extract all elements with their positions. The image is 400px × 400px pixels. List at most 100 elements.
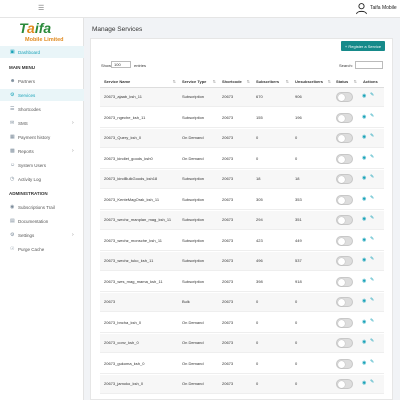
sidebar-item-partners[interactable]: ☻ Partners (10, 77, 36, 84)
status-toggle[interactable] (336, 317, 353, 328)
cell-service-name: 20673_ngeche_ksh_11 (104, 114, 146, 120)
sidebar-item-sms[interactable]: ✉ SMS › (10, 119, 74, 126)
menu-toggle-icon[interactable]: ☰ (38, 5, 45, 12)
toggle-knob (338, 114, 345, 122)
entries-select[interactable]: 100 (111, 61, 131, 68)
status-toggle[interactable] (336, 153, 353, 164)
sidebar-item-payment-history[interactable]: ▦ Payment history (10, 133, 51, 140)
status-toggle[interactable] (336, 133, 353, 143)
trash-icon: ☉ (10, 245, 15, 252)
status-toggle[interactable] (336, 256, 353, 266)
sidebar-item-shortcodes[interactable]: ☰ Shortcodes (10, 105, 41, 112)
edit-icon[interactable]: ✎ (370, 194, 375, 201)
edit-icon[interactable]: ✎ (370, 153, 375, 160)
column-header-shortcode[interactable]: Shortcode ⇅ (218, 76, 252, 88)
cell-service-type: On Demand (182, 360, 204, 366)
cell-unsubscribers: 18 (295, 176, 300, 181)
column-header-status[interactable]: Status ⇅ (333, 76, 359, 88)
table-row: 20673_bncha_ksh_0 On Demand 20673 0 0 ◉ ✎ (100, 314, 384, 333)
edit-icon[interactable]: ✎ (370, 297, 375, 303)
status-toggle[interactable] (336, 194, 353, 205)
edit-icon[interactable]: ✎ (370, 379, 375, 385)
column-header-unsubscribers[interactable]: Unsubscribers ⇅ (291, 76, 333, 88)
toggle-knob (338, 237, 345, 245)
edit-icon[interactable]: ✎ (370, 174, 375, 180)
view-icon[interactable]: ◉ (362, 257, 367, 263)
cell-service-type: On Demand (182, 155, 204, 161)
entries-label: entries (134, 63, 147, 68)
cell-service-name: 20673_wes_mag_mama_ksh_11 (104, 278, 163, 284)
view-icon[interactable]: ◉ (362, 175, 367, 181)
cell-unsubscribers: 0 (295, 135, 298, 140)
status-toggle[interactable] (336, 174, 353, 184)
cell-service-name: 20673_KenteMagOrak_ksh_11 (104, 196, 160, 202)
edit-icon[interactable]: ✎ (370, 235, 375, 242)
cell-shortcode: 20673 (222, 94, 234, 99)
view-icon[interactable]: ◉ (362, 216, 367, 222)
status-toggle[interactable] (336, 338, 353, 348)
sidebar-item-activity-log[interactable]: ◷ Activity Log (10, 175, 42, 182)
sidebar-item-reports[interactable]: ▩ Reports › (10, 147, 74, 154)
edit-icon[interactable]: ✎ (370, 358, 375, 365)
toggle-knob (338, 278, 345, 286)
sort-icon: ⇅ (285, 79, 289, 84)
edit-icon[interactable]: ✎ (370, 112, 375, 119)
view-icon[interactable]: ◉ (362, 154, 367, 161)
view-icon[interactable]: ◉ (362, 93, 367, 99)
view-icon[interactable]: ◉ (362, 277, 367, 284)
section-main-menu: MAIN MENU (9, 65, 35, 70)
view-icon[interactable]: ◉ (362, 359, 367, 366)
sidebar-item-services[interactable]: ⚙ Services (0, 89, 84, 101)
view-icon[interactable]: ◉ (362, 380, 367, 386)
view-icon[interactable]: ◉ (362, 298, 367, 304)
status-toggle[interactable] (336, 276, 353, 287)
status-toggle[interactable] (336, 358, 353, 369)
register-service-button[interactable]: + Register a Service (341, 41, 385, 51)
brand-logo[interactable]: Taifa Mobile Limited (8, 20, 82, 46)
edit-icon[interactable]: ✎ (370, 276, 375, 283)
cell-service-type: On Demand (182, 381, 204, 386)
sidebar-item-subscriptions-trail[interactable]: ◉ Subscriptions Trail (10, 203, 55, 210)
page-title: Manage Services (92, 26, 143, 33)
user-avatar-icon[interactable] (355, 2, 368, 15)
cell-shortcode: 20673 (222, 176, 234, 181)
sidebar-item-dashboard[interactable]: ▣ Dashboard (0, 46, 84, 58)
cell-subscribers: 0 (256, 299, 259, 304)
edit-icon[interactable]: ✎ (370, 133, 375, 139)
sidebar-item-purge-cache[interactable]: ☉ Purge Cache (10, 245, 45, 252)
view-icon[interactable]: ◉ (362, 318, 367, 325)
view-icon[interactable]: ◉ (362, 236, 367, 243)
sidebar-item-documentation[interactable]: ▤ Documentation (10, 217, 49, 224)
column-header-service-name[interactable]: Service Name ⇅ (100, 76, 178, 88)
cell-subscribers: 423 (256, 237, 263, 243)
status-toggle[interactable] (336, 297, 353, 307)
status-toggle[interactable] (336, 92, 353, 102)
cell-service-name: 20673_ajaab_ksh_11 (104, 94, 142, 99)
search-input[interactable] (355, 61, 383, 69)
view-icon[interactable]: ◉ (362, 113, 367, 120)
status-toggle[interactable] (336, 235, 353, 246)
edit-icon[interactable]: ✎ (370, 338, 375, 344)
toggle-knob (338, 258, 345, 265)
edit-icon[interactable]: ✎ (370, 256, 375, 262)
sidebar-item-system-users[interactable]: ☺ System Users (10, 161, 47, 168)
table-row: 20673_Query_ksh_0 On Demand 20673 0 0 ◉ ✎ (100, 129, 384, 148)
cell-subscribers: 398 (256, 278, 263, 284)
table-row: 20673_gukoma_ksh_0 On Demand 20673 0 0 ◉ ✎ (100, 355, 384, 374)
column-header-subscribers[interactable]: Subscribers ⇅ (252, 76, 291, 88)
edit-icon[interactable]: ✎ (370, 317, 375, 324)
toggle-knob (338, 217, 345, 224)
view-icon[interactable]: ◉ (362, 134, 367, 140)
view-icon[interactable]: ◉ (362, 195, 367, 202)
list-icon: ☰ (10, 105, 15, 112)
edit-icon[interactable]: ✎ (370, 215, 375, 221)
status-toggle[interactable] (336, 215, 353, 225)
status-toggle[interactable] (336, 112, 353, 123)
status-toggle[interactable] (336, 379, 353, 389)
sidebar-item-settings[interactable]: ⚙ Settings › (10, 231, 74, 238)
edit-icon[interactable]: ✎ (370, 92, 375, 98)
view-icon[interactable]: ◉ (362, 339, 367, 345)
column-header-service-type[interactable]: Service Type ⇅ (178, 76, 218, 88)
search-label: Search: (339, 63, 353, 68)
user-name[interactable]: Taifa Mobile (370, 5, 397, 11)
